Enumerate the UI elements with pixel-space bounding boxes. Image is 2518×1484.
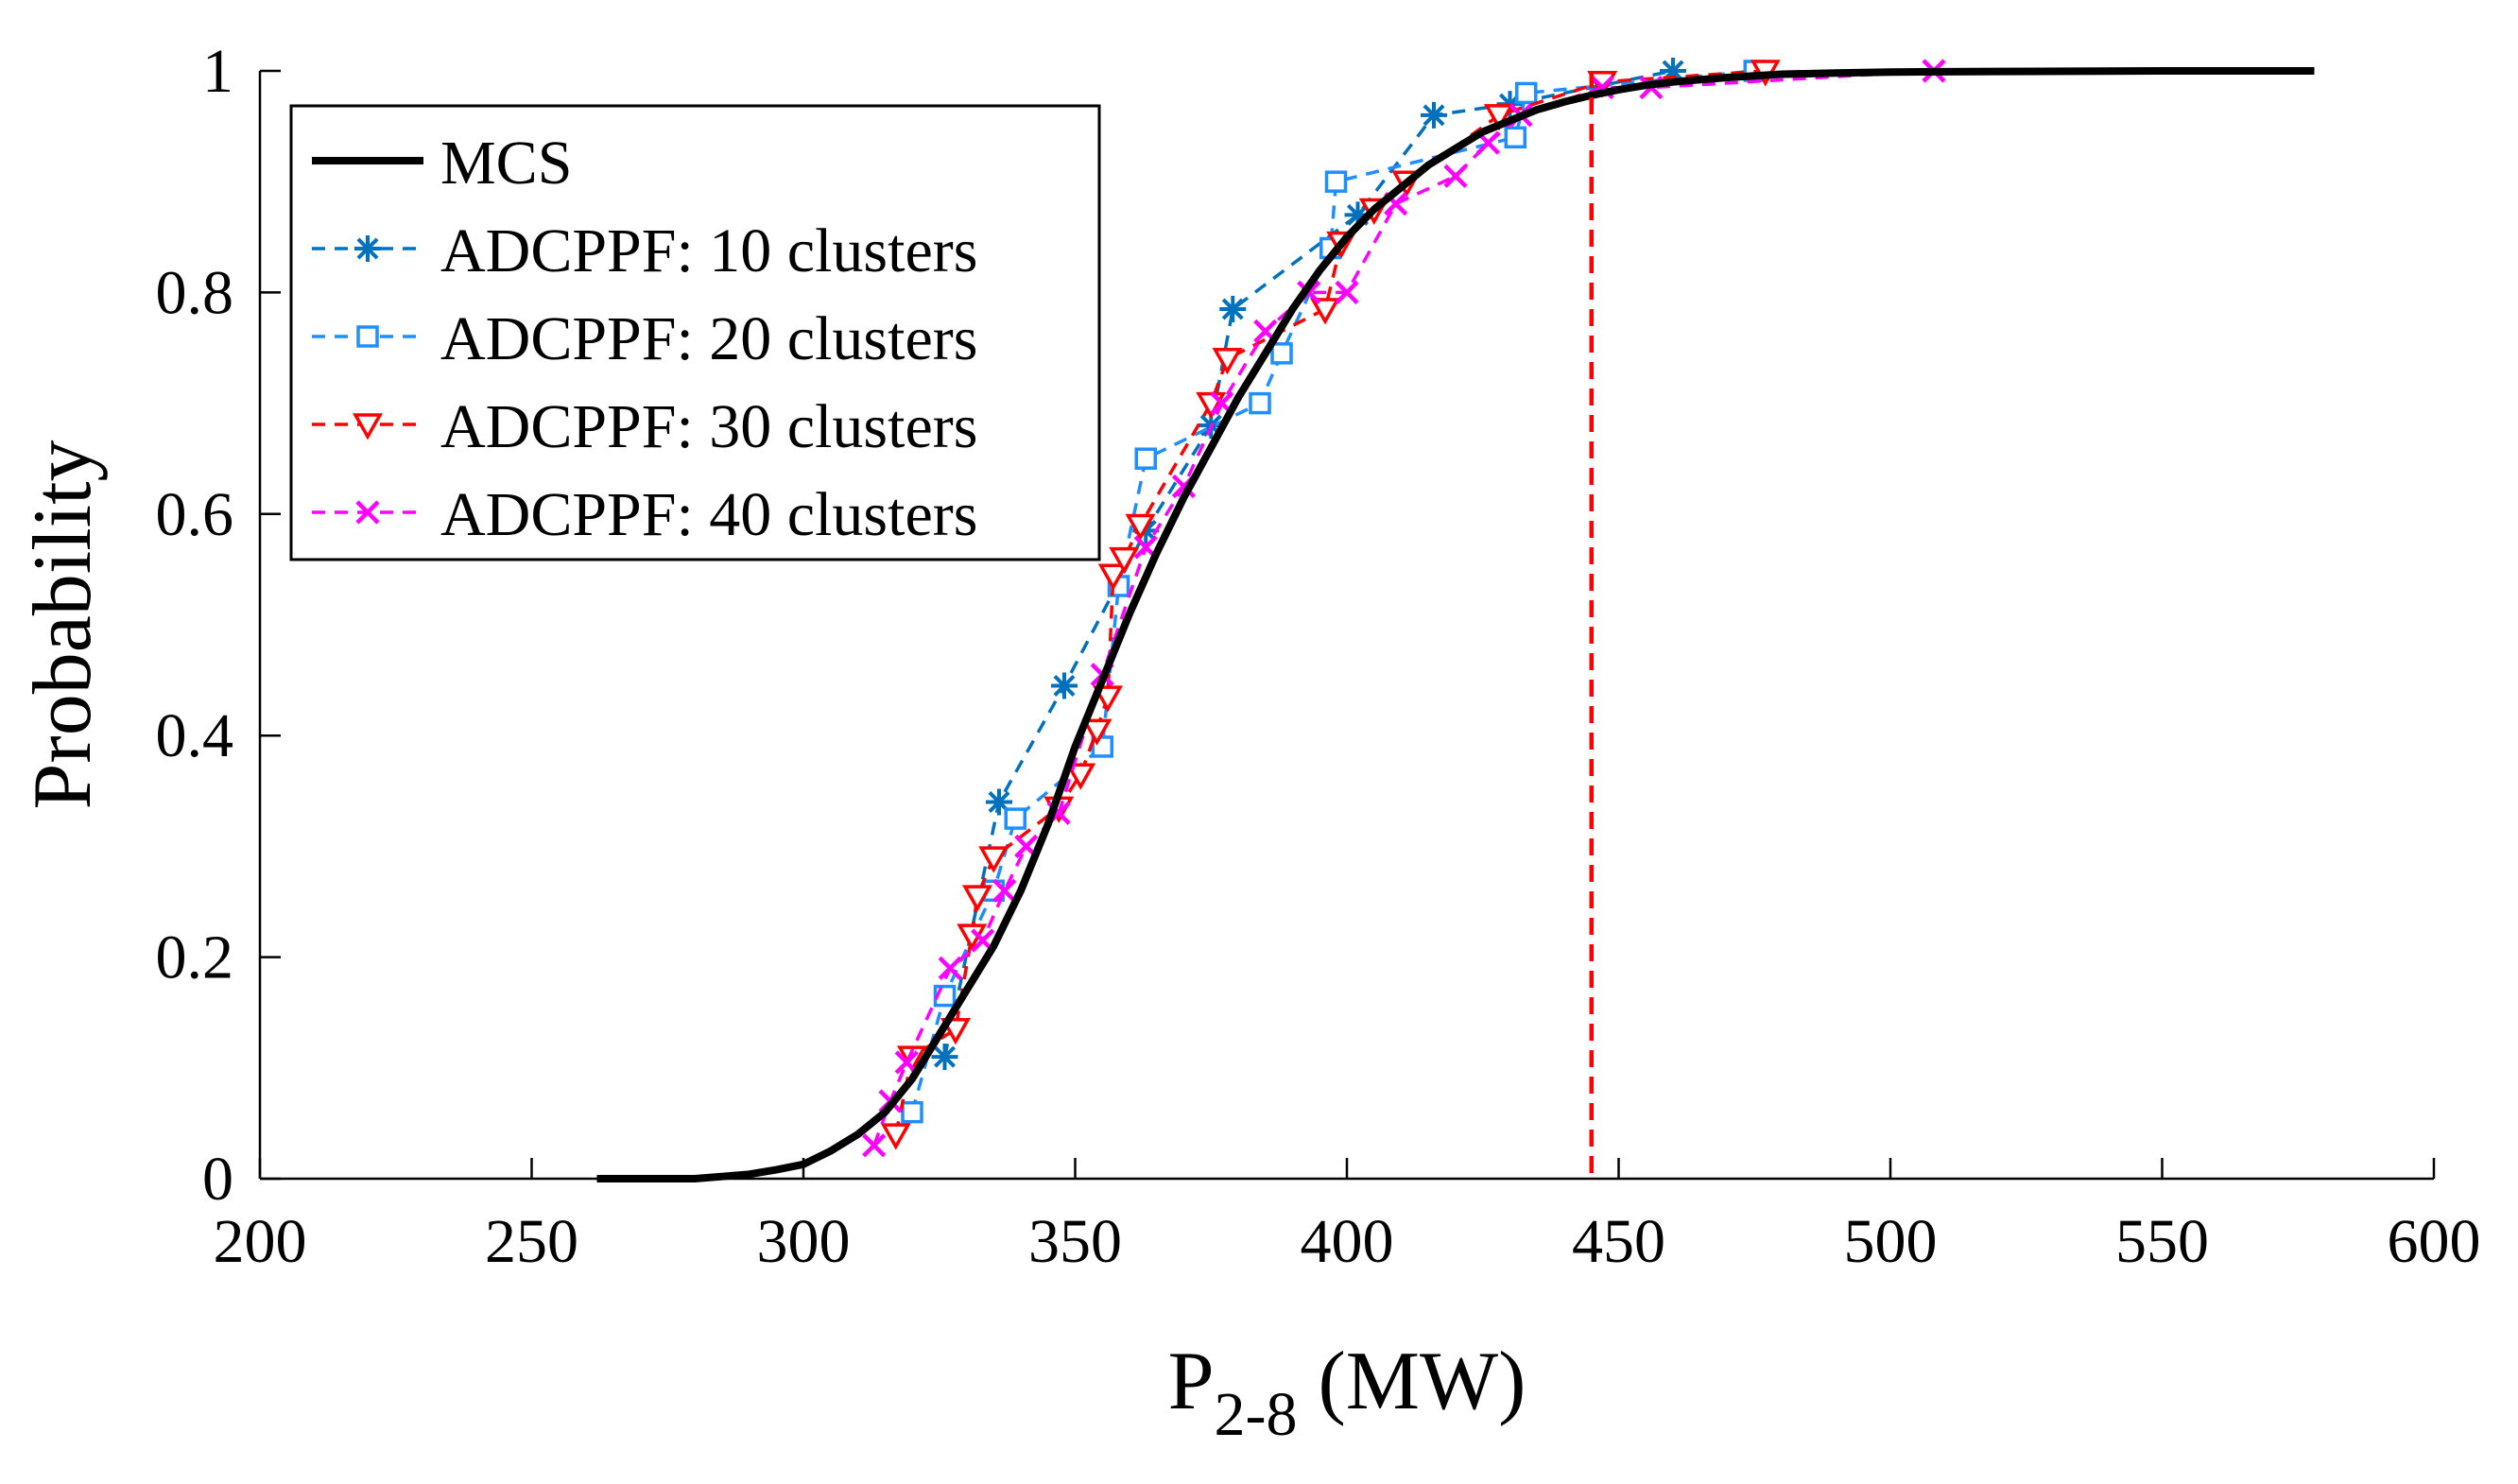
x-axis-label-main: P <box>1168 1336 1215 1427</box>
series-line-0 <box>596 67 2315 1182</box>
series-line-4 <box>872 69 1935 1147</box>
legend-marker-3 <box>353 413 383 440</box>
series-3-point-12 <box>1125 513 1156 542</box>
y-tick-label-4: 0.8 <box>156 258 234 327</box>
x-tick-label-7: 550 <box>2115 1207 2209 1276</box>
series-4-point-14-stroke-2 <box>1335 280 1359 304</box>
y-tick-label-3: 0.6 <box>156 480 234 549</box>
series-3-point-4 <box>962 885 992 912</box>
x-tick-label-0: 200 <box>214 1207 307 1276</box>
series-line-1 <box>942 69 1674 1058</box>
x-tick-label-1: 250 <box>485 1207 578 1276</box>
series-4-point-3 <box>938 956 962 980</box>
series-4-point-0-stroke-2 <box>862 1133 887 1158</box>
legend-label-0: MCS <box>440 129 572 198</box>
series-3-point-5 <box>978 846 1009 873</box>
x-axis-label-sub: 2-8 <box>1215 1380 1298 1449</box>
x-axis-label-unit: (MW) <box>1298 1336 1526 1427</box>
series-1-point-5-stroke-d2 <box>1221 298 1244 320</box>
x-tick-label-4: 400 <box>1301 1207 1394 1276</box>
x-tick-label-8: 600 <box>2388 1207 2481 1276</box>
series-3-point-10 <box>1097 563 1129 591</box>
legend-marker-1 <box>354 235 381 262</box>
series-3-point-8 <box>1081 718 1112 746</box>
series-1-point-2 <box>1051 672 1078 699</box>
series-1-point-2-stroke-d2 <box>1053 674 1076 697</box>
series-4-point-2 <box>894 1050 919 1075</box>
series-2-point-0 <box>901 1100 923 1124</box>
series-1-point-0-stroke-d2 <box>934 1045 956 1068</box>
legend: MCS ADCPPF: 10 clusters ADCPPF: 20 cluster… <box>289 104 1101 561</box>
series-3-point-9 <box>1093 685 1123 713</box>
series-2-point-3 <box>1004 807 1026 830</box>
legend-marker-2 <box>356 325 379 348</box>
series-4-point-4-stroke-2 <box>971 928 995 953</box>
series-2-point-7 <box>1249 391 1271 415</box>
series-1-point-1 <box>986 788 1012 816</box>
legend-marker-4 <box>355 500 380 525</box>
axes: 200 250 300 350 400 450 500 550 600 0 0.2 0.4 0.6 0.8… <box>17 37 2481 1449</box>
series-4-point-12-stroke-2 <box>1253 319 1278 344</box>
series-1-point-7-stroke-d2 <box>1423 104 1445 127</box>
series-2-point-11 <box>1504 126 1526 149</box>
x-tick-label-3: 350 <box>1028 1207 1122 1276</box>
series-3-point-11 <box>1109 546 1140 575</box>
series-4-point-0 <box>862 1133 887 1158</box>
series-1-point-1-stroke-d2 <box>988 791 1010 814</box>
x-tick-label-5: 450 <box>1572 1207 1665 1276</box>
series-1-point-0 <box>931 1044 958 1071</box>
y-tick-label-5: 1 <box>202 37 233 106</box>
legend-label-3: ADCPPF: 30 clusters <box>440 392 977 461</box>
series-4-point-16-stroke-2 <box>1443 164 1468 188</box>
legend-label-1: ADCPPF: 10 clusters <box>440 216 977 285</box>
x-tick-label-2: 300 <box>757 1207 851 1276</box>
series-0 <box>596 67 2315 1182</box>
series-4-point-3-stroke-2 <box>938 956 962 980</box>
series-4-point-5 <box>992 878 1017 903</box>
x-axis-label: P2-8 (MW) <box>1168 1336 1526 1449</box>
legend-box <box>289 104 1101 561</box>
series-3-point-15 <box>1310 298 1340 325</box>
series-4-point-16 <box>1443 164 1468 188</box>
legend-label-4: ADCPPF: 40 clusters <box>440 480 977 549</box>
legend-marker-4-stroke-2 <box>355 500 380 525</box>
series-3-point-14 <box>1212 347 1243 375</box>
series-4-point-2-stroke-2 <box>894 1050 919 1075</box>
series-4-point-6-stroke-2 <box>1014 834 1039 858</box>
series-3-point-19 <box>1484 104 1514 131</box>
y-tick-label-1: 0.2 <box>156 923 234 992</box>
series-4-point-14 <box>1335 280 1359 304</box>
y-axis-label: Probability <box>17 440 109 809</box>
x-tick-label-6: 500 <box>1844 1207 1938 1276</box>
series-1-point-5 <box>1219 295 1247 322</box>
series-4-point-5-stroke-2 <box>992 878 1017 903</box>
series-3-point-0 <box>880 1123 911 1150</box>
series-2-point-6 <box>1134 447 1157 470</box>
legend-label-2: ADCPPF: 20 clusters <box>440 304 977 373</box>
series-4-point-9-stroke-2 <box>1133 535 1158 560</box>
series-1-point-7 <box>1421 101 1447 129</box>
series-3-point-7 <box>1065 763 1096 790</box>
series-2-point-12 <box>1515 81 1538 105</box>
series-1-point-6-stroke-d2 <box>1347 203 1369 226</box>
series-2-point-10 <box>1324 170 1348 193</box>
y-tick-label-2: 0.4 <box>156 701 234 770</box>
series-4-point-11-stroke-2 <box>1210 391 1234 416</box>
series-2-point-8 <box>1270 342 1293 365</box>
legend-marker-1-stroke-d2 <box>356 237 379 260</box>
series-4-point-15-stroke-2 <box>1384 192 1408 216</box>
series-4-point-17-stroke-2 <box>1475 130 1501 155</box>
plot-area <box>596 58 2315 1182</box>
y-tick-label-0: 0 <box>202 1145 233 1214</box>
